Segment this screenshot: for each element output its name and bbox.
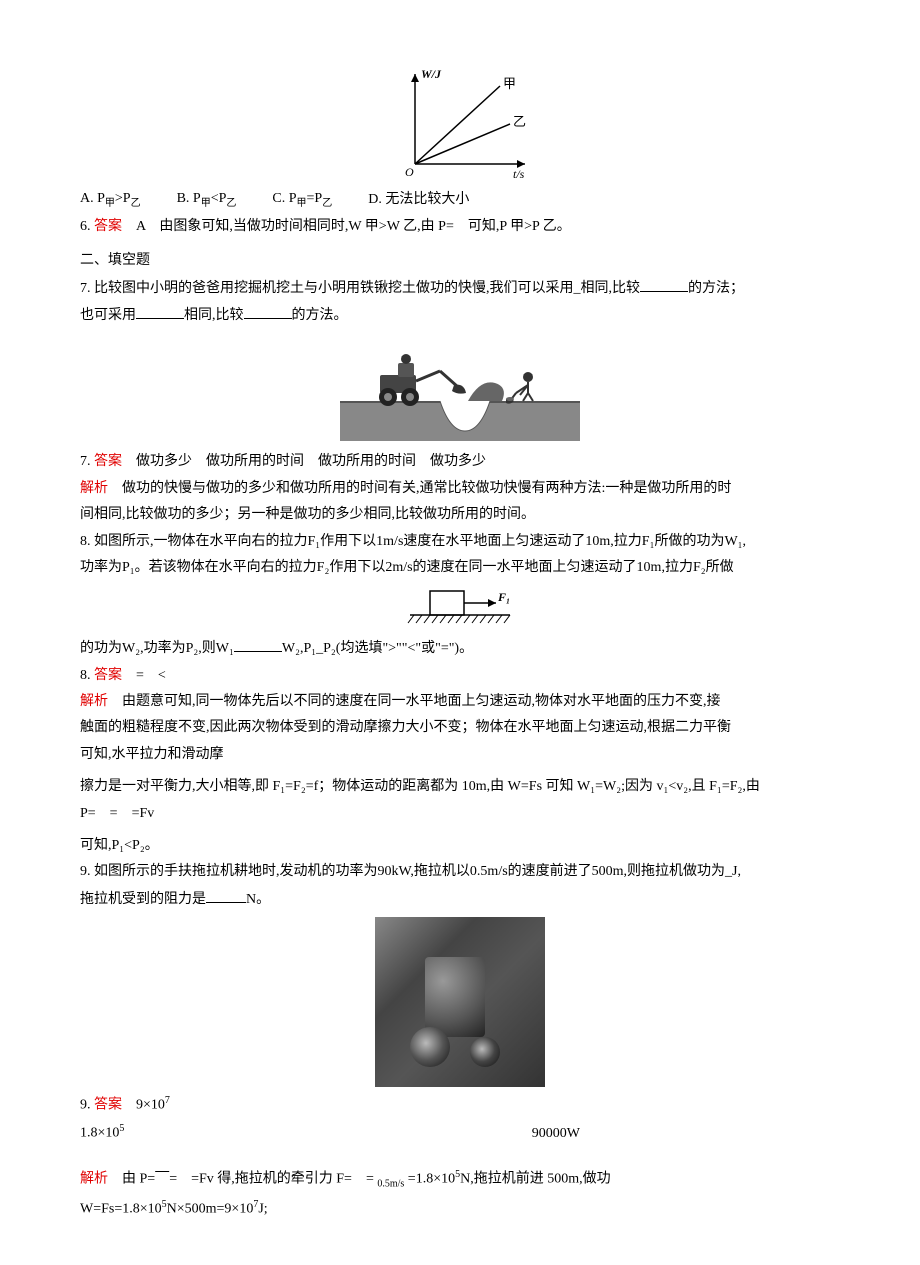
q7-stem-line2: 也可采用 相同,比较 的方法。 <box>80 304 840 327</box>
analysis-word: 解析 <box>80 481 108 496</box>
tractor-photo <box>375 917 545 1087</box>
section-2-title: 二、填空题 <box>80 250 840 272</box>
q9-row2-left-val: 1.8×10 <box>80 1126 119 1141</box>
q9-stem-b: 拖拉机受到的阻力是 <box>80 892 206 907</box>
answer-word: 答案 <box>94 1098 122 1113</box>
q8-stem-c-a: 的功为W₂,功率为P₂,则W₁ <box>80 641 234 656</box>
q8-analysis-d: 擦力是一对平衡力,大小相等,即 F₁=F₂=f；物体运动的距离都为 10m,由 … <box>80 776 840 798</box>
origin-label: O <box>405 165 414 179</box>
q8-analysis-e: P= = =Fv <box>80 803 840 825</box>
exp: 7 <box>165 1095 170 1106</box>
q9-answer-line: 9. 答案 9×107 <box>80 1093 840 1117</box>
q7-answer-line: 7. 答案 做功多少 做功所用的时间 做功所用的时间 做功多少 <box>80 451 840 473</box>
analysis-word: 解析 <box>80 1172 108 1187</box>
blank <box>234 637 282 652</box>
q7-stem-c: 也可采用 <box>80 308 136 323</box>
q7-stem-d: 相同,比较 <box>184 308 244 323</box>
q7-analysis-b: 间相同,比较做功的多少；另一种是做功的多少相同,比较做功所用的时间。 <box>80 504 840 526</box>
exp: 5 <box>119 1123 124 1134</box>
q9-ana-a3: 0.5m/s <box>377 1179 404 1190</box>
q9-row2-right: 90000W <box>532 1123 580 1145</box>
blank <box>136 304 184 319</box>
q6-options: A. P甲>P乙 B. P甲<P乙 C. P甲=P乙 D. 无法比较大小 <box>80 188 840 212</box>
q8-answer-text: = < <box>122 668 166 683</box>
y-axis-label: W/J <box>421 67 442 81</box>
answer-word: 答案 <box>94 668 122 683</box>
q8-diagram: F₁ <box>80 583 840 633</box>
q9-num: 9. <box>80 1098 94 1113</box>
q9-ana-b3: J; <box>258 1201 267 1216</box>
q9-stem-c: N。 <box>246 892 270 907</box>
q9-stem-line2: 拖拉机受到的阻力是 N。 <box>80 888 840 911</box>
answer-word: 答案 <box>94 219 122 234</box>
force-label: F₁ <box>497 590 510 604</box>
q9-ana-a4: =1.8×10 <box>404 1172 455 1187</box>
q9-ans-1: 9×10 <box>122 1098 165 1113</box>
q8-ana-a: 由题意可知,同一物体先后以不同的速度在同一水平地面上匀速运动,物体对水平地面的压… <box>108 694 721 709</box>
blank <box>244 304 292 319</box>
q9-stem-a: 9. 如图所示的手扶拖拉机耕地时,发动机的功率为90kW,拖拉机以0.5m/s的… <box>80 861 840 883</box>
answer-word: 答案 <box>94 454 122 469</box>
line-jia-label: 甲 <box>503 76 516 91</box>
q7-ana-a: 做功的快慢与做功的多少和做功所用的时间有关,通常比较做功快慢有两种方法:一种是做… <box>108 481 731 496</box>
analysis-word: 解析 <box>80 694 108 709</box>
q9-image <box>80 917 840 1087</box>
q7-stem-a: 7. 比较图中小明的爸爸用挖掘机挖土与小明用铁锹挖土做功的快慢,我们可以采用_相… <box>80 281 640 296</box>
q9-ana-a2: = =Fv 得,拖拉机的牵引力 F= = <box>169 1172 374 1187</box>
q9-row2: 1.8×105 90000W <box>80 1121 840 1145</box>
q9-row2-left: 1.8×105 <box>80 1121 124 1145</box>
q8-analysis-a: 解析 由题意可知,同一物体先后以不同的速度在同一水平地面上匀速运动,物体对水平地… <box>80 691 840 713</box>
q6-option-a: A. P甲>P乙 <box>80 188 141 212</box>
q9-ana-b2: N×500m=9×10 <box>167 1201 254 1216</box>
q6-option-b: B. P甲<P乙 <box>177 188 237 212</box>
wj-ts-graph: W/J t/s O 甲 乙 <box>385 64 535 184</box>
blank <box>206 888 246 903</box>
q8-stem-c: 的功为W₂,功率为P₂,则W₁ W₂,P₁_P₂(均选填">""<"或"=")。 <box>80 637 840 660</box>
q6-num: 6. <box>80 219 94 234</box>
q8-answer-line: 8. 答案 = < <box>80 665 840 687</box>
x-axis-label: t/s <box>513 167 525 181</box>
q8-ana-d-text: 擦力是一对平衡力,大小相等,即 F₁=F₂=f；物体运动的距离都为 10m,由 … <box>80 779 760 794</box>
blank <box>640 277 688 292</box>
q8-stem-c-b: W₂,P₁_P₂(均选填">""<"或"=")。 <box>282 641 473 656</box>
q9-analysis-b: W=Fs=1.8×105N×500m=9×107J; <box>80 1197 840 1221</box>
q9-ana-a1: 由 P= <box>108 1172 155 1187</box>
line-yi-label: 乙 <box>513 114 526 129</box>
q7-answer-text: 做功多少 做功所用的时间 做功所用的时间 做功多少 <box>122 454 486 469</box>
q8-stem-b: 功率为P₁。若该物体在水平向右的拉力F₂作用下以2m/s的速度在同一水平地面上匀… <box>80 557 840 579</box>
q6-answer-line: 6. 答案 A 由图象可知,当做功时间相同时,W 甲>W 乙,由 P= 可知,P… <box>80 216 840 238</box>
q8-num: 8. <box>80 668 94 683</box>
q9-ana-b1: W=Fs=1.8×10 <box>80 1201 162 1216</box>
q8-analysis-c: 可知,水平拉力和滑动摩 <box>80 744 840 766</box>
q9-analysis: 解析 由 P= = =Fv 得,拖拉机的牵引力 F= = 0.5m/s =1.8… <box>80 1167 840 1192</box>
q6-option-c: C. P甲=P乙 <box>272 188 332 212</box>
q8-stem-a: 8. 如图所示,一物体在水平向右的拉力F₁作用下以1m/s速度在水平地面上匀速运… <box>80 531 840 553</box>
q6-answer-text: A 由图象可知,当做功时间相同时,W 甲>W 乙,由 P= 可知,P 甲>P 乙… <box>122 219 571 234</box>
q7-stem: 7. 比较图中小明的爸爸用挖掘机挖土与小明用铁锹挖土做功的快慢,我们可以采用_相… <box>80 277 840 300</box>
q7-stem-b: 的方法； <box>688 281 744 296</box>
q8-analysis-f: 可知,P₁<P₂。 <box>80 835 840 857</box>
q6-option-d: D. 无法比较大小 <box>368 189 469 211</box>
q7-analysis: 解析 做功的快慢与做功的多少和做功所用的时间有关,通常比较做功快慢有两种方法:一… <box>80 478 840 500</box>
q6-graph: W/J t/s O 甲 乙 <box>80 64 840 184</box>
q7-num: 7. <box>80 454 94 469</box>
q8-analysis-b: 触面的粗糙程度不变,因此两次物体受到的滑动摩擦力大小不变；物体在水平地面上匀速运… <box>80 717 840 739</box>
q9-ana-a5: N,拖拉机前进 500m,做功 <box>460 1172 611 1187</box>
q7-stem-e: 的方法。 <box>292 308 348 323</box>
q7-illustration <box>80 331 840 441</box>
